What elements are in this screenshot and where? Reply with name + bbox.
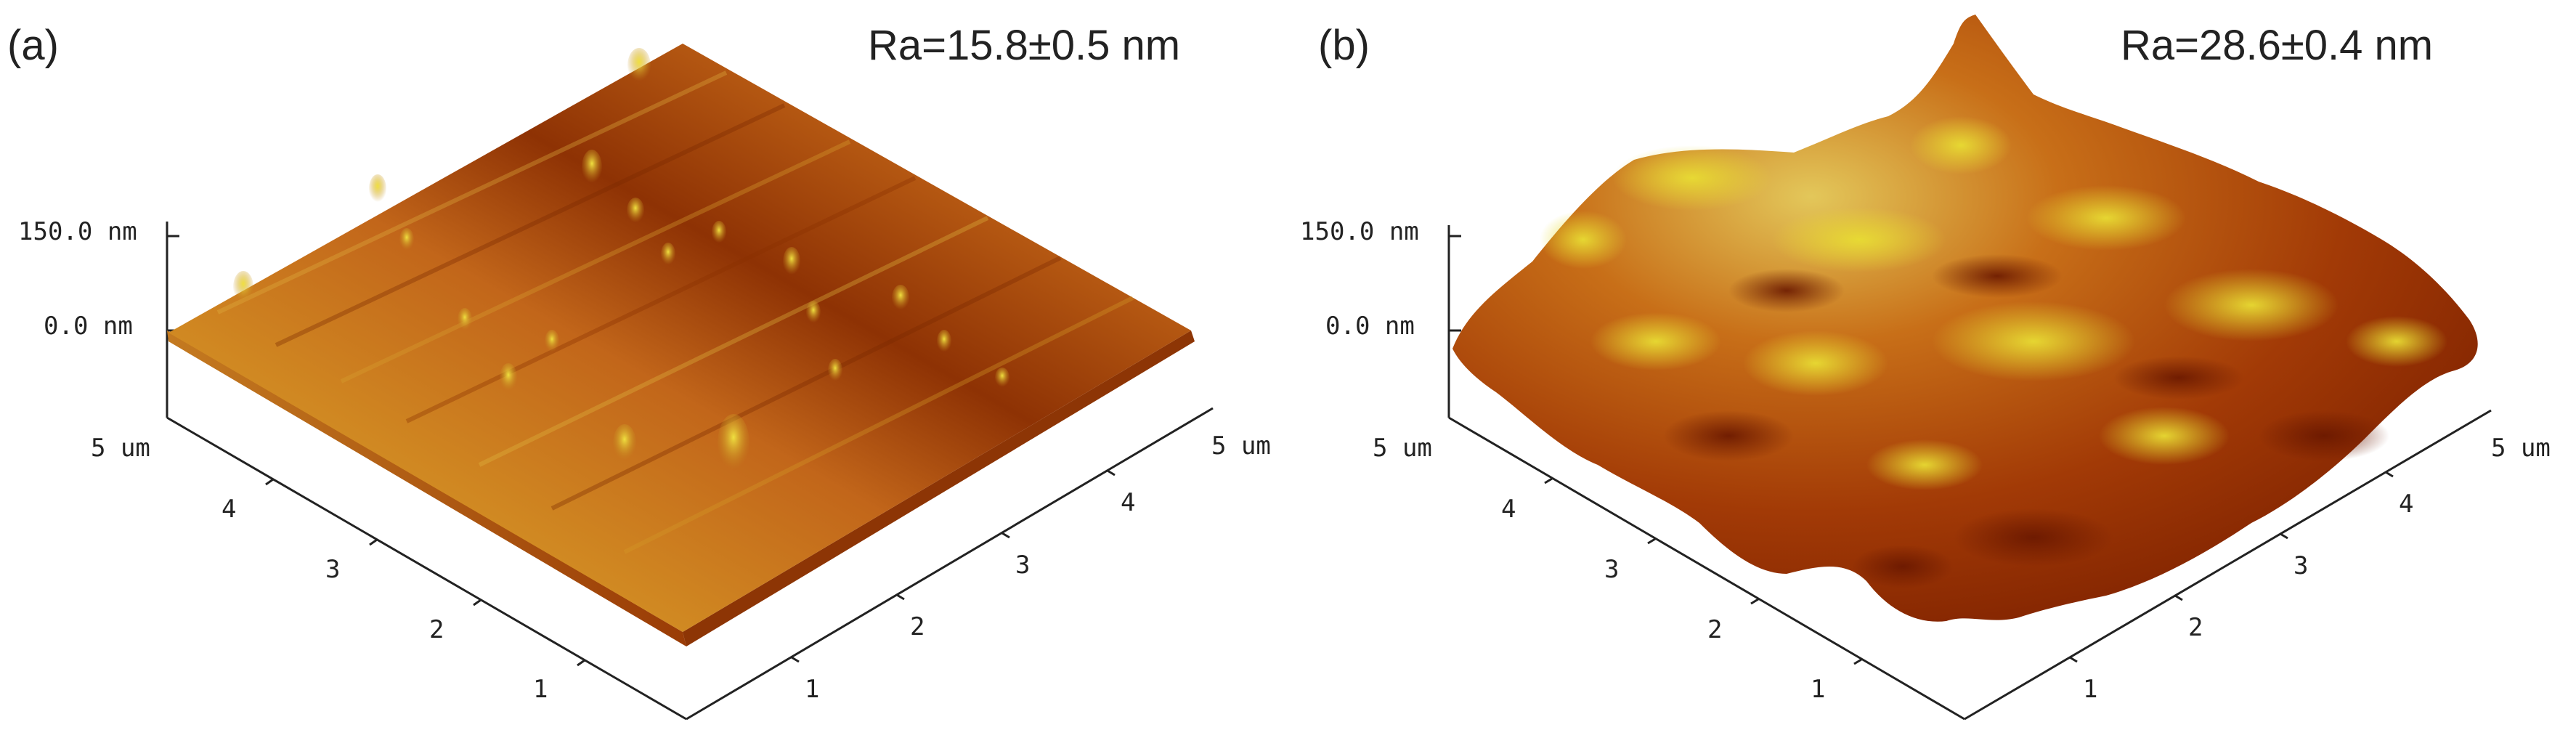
panel-b-ytick-3: 3	[1604, 555, 1619, 584]
panel-a-xtick-4: 4	[1121, 488, 1135, 517]
panel-a-surface	[167, 44, 1195, 646]
panel-b-xtick-1: 1	[2083, 675, 2097, 704]
panel-a-ytick-4: 4	[222, 495, 236, 524]
panel-a-ytick-3: 3	[325, 555, 340, 584]
panel-b-label: (b)	[1318, 22, 1370, 69]
panel-b-ytick-2: 2	[1707, 615, 1722, 644]
panel-b-ytick-4: 4	[1501, 495, 1516, 524]
panel-a-ytick-1: 1	[533, 675, 548, 704]
panel-a-xtick-3: 3	[1015, 551, 1030, 580]
panel-b-ytick-5: 5 um	[1373, 434, 1432, 463]
panel-b-surface	[1452, 15, 2478, 622]
panel-b-xtick-5: 5 um	[2491, 434, 2551, 463]
panel-a-label: (a)	[7, 22, 59, 69]
panel-b-z-zero: 0.0 nm	[1325, 312, 1415, 341]
panel-a-xtick-5: 5 um	[1211, 431, 1271, 461]
panel-b-xtick-2: 2	[2188, 613, 2203, 642]
panel-a-axes	[166, 222, 1214, 721]
panel-a: (a) Ra=15.8±0.5 nm 150.0 nm 0.0 nm 5 um …	[7, 22, 1271, 721]
panel-b-xtick-3: 3	[2293, 551, 2308, 580]
panel-a-z-top: 150.0 nm	[18, 217, 137, 246]
panel-b-xtick-4: 4	[2399, 490, 2413, 519]
panel-b: (b) Ra=28.6±0.4 nm 150.0 nm 0.0 nm 5 um …	[1300, 15, 2551, 721]
panel-b-ytick-1: 1	[1811, 675, 1825, 704]
panel-a-xtick-1: 1	[805, 675, 819, 704]
panel-b-axes	[1447, 225, 2492, 721]
panel-a-z-zero: 0.0 nm	[44, 312, 133, 341]
panel-a-ytick-2: 2	[429, 615, 444, 644]
panel-b-roughness: Ra=28.6±0.4 nm	[2121, 22, 2433, 69]
panel-a-ytick-5: 5 um	[91, 434, 150, 463]
panel-a-xtick-2: 2	[910, 612, 925, 641]
panel-a-bumps	[233, 48, 1009, 472]
panel-b-z-top: 150.0 nm	[1300, 217, 1419, 246]
panel-a-roughness: Ra=15.8±0.5 nm	[868, 22, 1180, 69]
